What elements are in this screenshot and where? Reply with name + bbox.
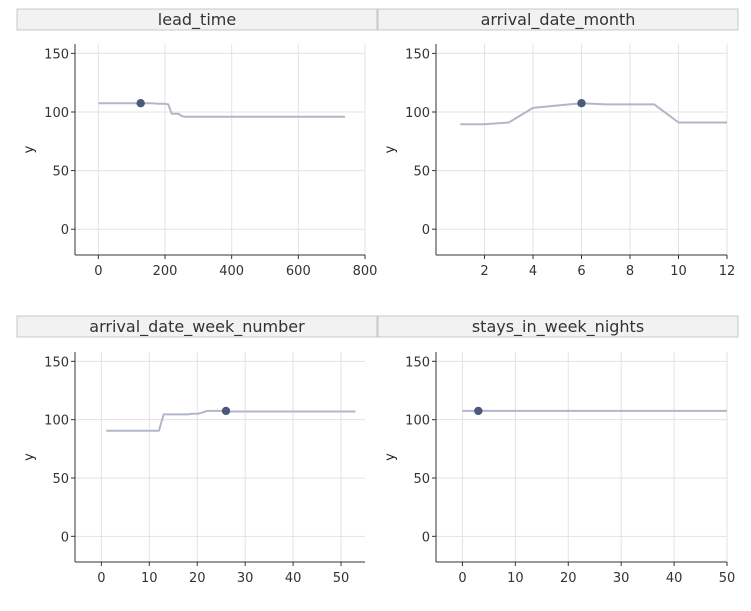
- x-tick-label: 800: [353, 264, 378, 279]
- facet-title: stays_in_week_nights: [472, 317, 644, 337]
- x-tick-label: 0: [97, 571, 105, 586]
- y-axis-label: y: [383, 453, 398, 461]
- y-tick-label: 100: [405, 106, 430, 121]
- y-tick-label: 0: [61, 530, 69, 545]
- x-tick-label: 20: [189, 571, 206, 586]
- y-tick-label: 100: [44, 414, 69, 429]
- x-tick-label: 10: [141, 571, 158, 586]
- y-tick-label: 50: [413, 165, 430, 180]
- highlight-point: [474, 406, 483, 416]
- highlight-point: [136, 98, 145, 108]
- panel-0: lead_time 0 200 400 600 800 0 50 100 150 y: [16, 8, 378, 279]
- x-tick-label: 10: [670, 264, 687, 279]
- panel-1: arrival_date_month 2 4 6 8 10 12 0 50 100 150 y: [377, 8, 739, 279]
- x-tick-label: 6: [577, 264, 585, 279]
- series-line: [98, 102, 345, 118]
- y-tick-label: 0: [422, 530, 430, 545]
- y-tick-label: 150: [405, 355, 430, 370]
- facet-title: lead_time: [158, 10, 236, 30]
- highlight-point: [221, 406, 231, 416]
- y-tick-label: 50: [52, 165, 69, 180]
- facet-title: arrival_date_week_number: [89, 317, 305, 337]
- y-tick-label: 150: [44, 47, 69, 62]
- y-tick-label: 50: [413, 472, 430, 487]
- x-tick-label: 0: [94, 264, 102, 279]
- y-tick-label: 150: [44, 355, 69, 370]
- x-tick-label: 600: [286, 264, 311, 279]
- x-tick-label: 10: [507, 571, 524, 586]
- panel-3: stays_in_week_nights 0 10 20 30 40 50 0 50 100 150…: [377, 315, 739, 586]
- y-tick-label: 100: [44, 106, 69, 121]
- x-tick-label: 50: [333, 571, 350, 586]
- x-tick-label: 30: [613, 571, 630, 586]
- x-tick-label: 50: [719, 571, 736, 586]
- x-tick-label: 40: [285, 571, 302, 586]
- y-tick-label: 100: [405, 414, 430, 429]
- facet-strip: [377, 8, 739, 31]
- x-tick-label: 20: [560, 571, 577, 586]
- x-tick-label: 12: [719, 264, 736, 279]
- panel-2: arrival_date_week_number 0 10 20 30 40 50 0 50 10…: [16, 315, 378, 586]
- series-line: [460, 102, 727, 126]
- y-tick-label: 0: [61, 223, 69, 238]
- y-tick-label: 50: [52, 472, 69, 487]
- y-axis-label: y: [22, 453, 37, 461]
- x-tick-label: 4: [529, 264, 537, 279]
- y-tick-label: 150: [405, 47, 430, 62]
- x-tick-label: 8: [626, 264, 634, 279]
- y-axis-label: y: [383, 145, 398, 153]
- y-tick-label: 0: [422, 223, 430, 238]
- x-tick-label: 40: [666, 571, 683, 586]
- facet-strip: [377, 315, 739, 338]
- facet-title: arrival_date_month: [481, 10, 636, 30]
- x-tick-label: 30: [237, 571, 254, 586]
- series-line: [106, 409, 356, 432]
- x-tick-label: 2: [480, 264, 488, 279]
- x-tick-label: 0: [458, 571, 466, 586]
- x-tick-label: 400: [219, 264, 244, 279]
- x-tick-label: 200: [153, 264, 178, 279]
- facet-strip: [16, 8, 378, 31]
- y-axis-label: y: [22, 145, 37, 153]
- facet-strip: [16, 315, 378, 338]
- highlight-point: [577, 98, 586, 108]
